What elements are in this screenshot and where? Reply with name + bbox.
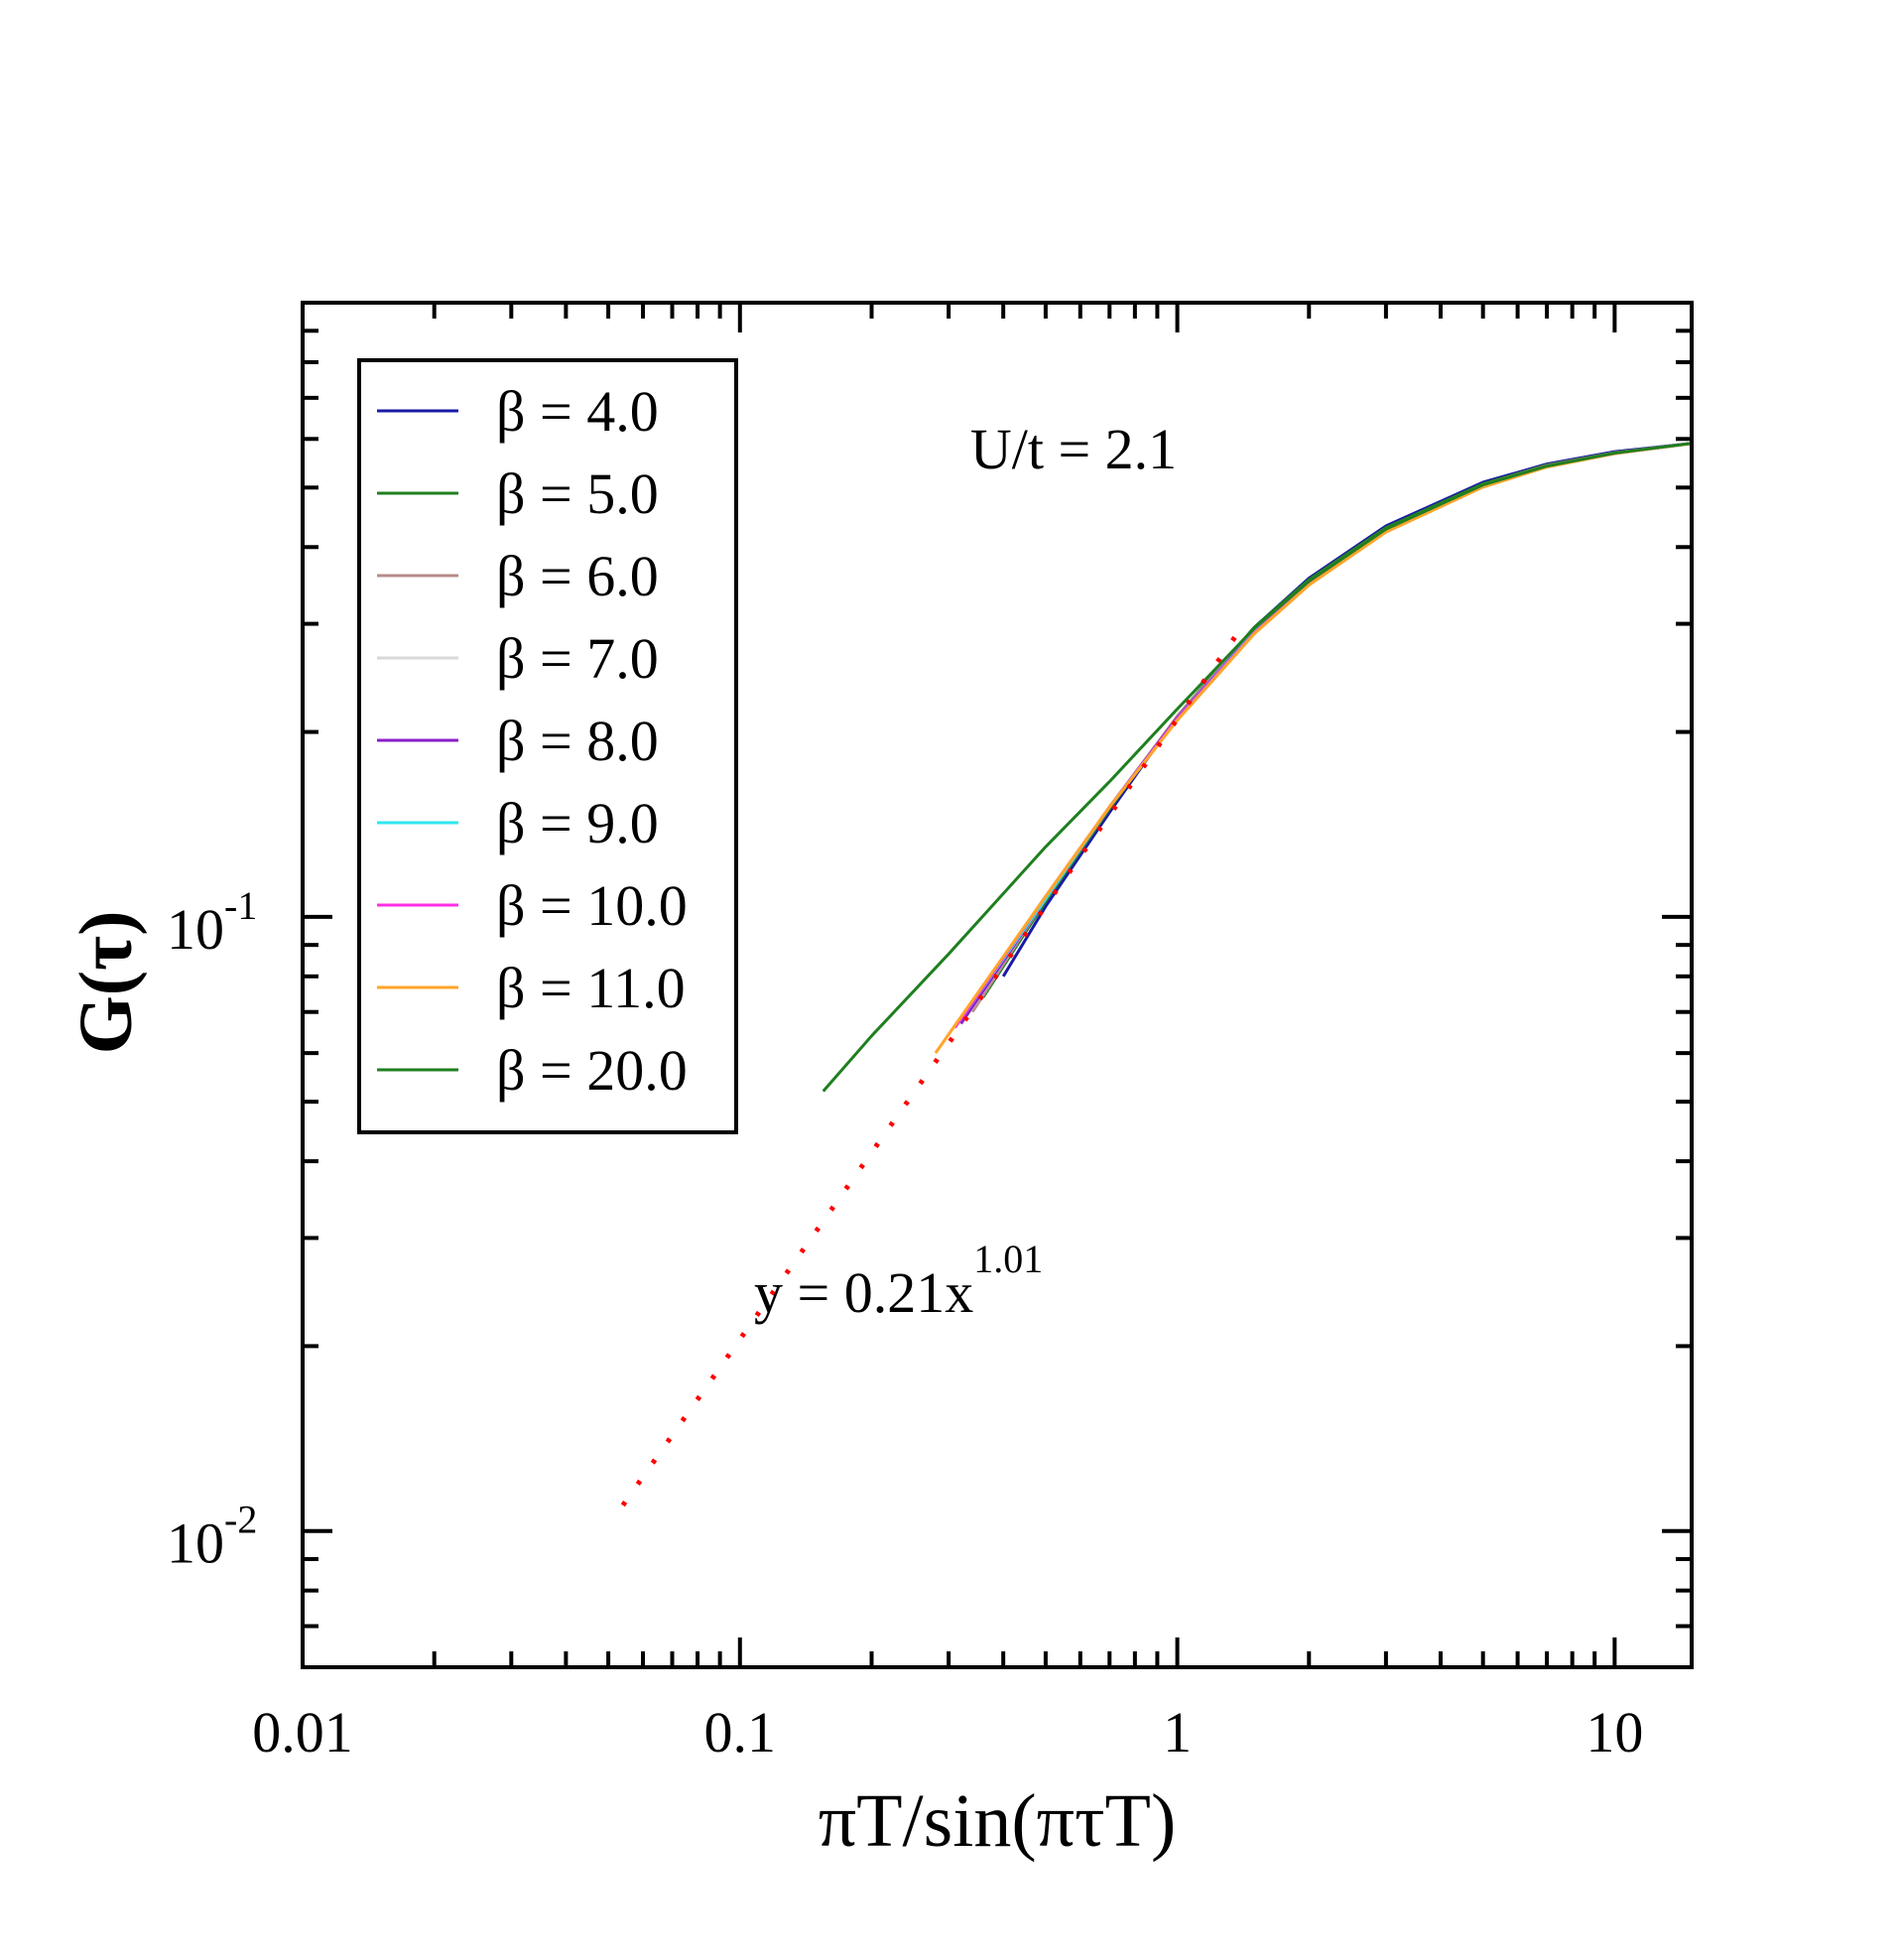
y-tick-label: 10-1: [167, 883, 257, 962]
legend-label: β = 9.0: [496, 791, 659, 855]
x-tick-labels: 0.01 0.1 1 10: [252, 1700, 1643, 1764]
annotation-ut: U/t = 2.1: [970, 417, 1177, 481]
y-tick-label: 10-2: [167, 1498, 257, 1576]
legend-entries: β = 4.0 β = 5.0 β = 6.0 β = 7.0 β = 8.0 β = 9…: [377, 379, 688, 1103]
y-tick-label-exponent: -2: [224, 1498, 257, 1542]
legend-entry: β = 6.0: [377, 544, 659, 608]
y-tick-label-base: 10: [167, 897, 224, 962]
y-axis-label: G(τ): [64, 911, 148, 1055]
plot-frame: [301, 301, 1694, 1669]
x-tick-label: 0.01: [252, 1700, 353, 1764]
x-axis-label: πT/sin(πτT): [819, 1779, 1177, 1863]
x-tick-label: 0.1: [704, 1700, 777, 1764]
legend-entry: β = 11.0: [377, 956, 686, 1020]
legend-label: β = 8.0: [496, 709, 659, 773]
x-tick-label: 10: [1585, 1700, 1643, 1764]
legend-entry: β = 7.0: [377, 626, 659, 691]
legend-label: β = 11.0: [496, 956, 686, 1020]
legend-entry: β = 9.0: [377, 791, 659, 855]
series-group: [822, 442, 1692, 1093]
legend-label: β = 6.0: [496, 544, 659, 608]
legend-label: β = 5.0: [496, 461, 659, 526]
legend-box: [357, 358, 738, 1134]
legend-label: β = 20.0: [496, 1038, 688, 1103]
legend: β = 4.0 β = 5.0 β = 6.0 β = 7.0 β = 8.0 β = 9…: [357, 358, 738, 1134]
y-tick-labels: 10-110-2: [167, 883, 257, 1576]
y-tick-label-exponent: -1: [224, 883, 257, 928]
legend-entry: β = 20.0: [377, 1038, 688, 1103]
series-line-8: [822, 442, 1692, 1093]
legend-label: β = 10.0: [496, 873, 688, 938]
fit-equation-exponent: 1.01: [973, 1237, 1043, 1281]
legend-entry: β = 5.0: [377, 461, 659, 526]
legend-entry: β = 4.0: [377, 379, 659, 444]
legend-entry: β = 10.0: [377, 873, 688, 938]
fit-equation-prefix: y = 0.21x: [754, 1260, 973, 1325]
x-tick-label: 1: [1163, 1700, 1192, 1764]
legend-label: β = 4.0: [496, 379, 659, 444]
fit-equation-label: y = 0.21x1.01: [754, 1237, 1043, 1325]
y-tick-label-base: 10: [167, 1511, 224, 1576]
legend-entry: β = 8.0: [377, 709, 659, 773]
legend-label: β = 7.0: [496, 626, 659, 691]
